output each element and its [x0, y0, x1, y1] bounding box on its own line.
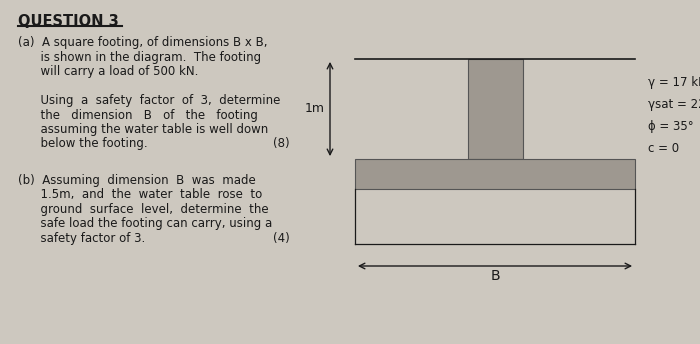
Text: (4): (4): [273, 232, 290, 245]
Text: (a)  A square footing, of dimensions B x B,: (a) A square footing, of dimensions B x …: [18, 36, 267, 49]
Text: assuming the water table is well down: assuming the water table is well down: [18, 123, 268, 136]
Text: (b)  Assuming  dimension  B  was  made: (b) Assuming dimension B was made: [18, 174, 255, 187]
Text: γsat = 22 kN/m³: γsat = 22 kN/m³: [648, 98, 700, 111]
Text: the   dimension   B   of   the   footing: the dimension B of the footing: [18, 108, 258, 121]
Text: will carry a load of 500 kN.: will carry a load of 500 kN.: [18, 65, 198, 78]
Text: Using  a  safety  factor  of  3,  determine: Using a safety factor of 3, determine: [18, 94, 281, 107]
Text: B: B: [490, 269, 500, 283]
Text: is shown in the diagram.  The footing: is shown in the diagram. The footing: [18, 51, 261, 64]
Text: below the footing.: below the footing.: [18, 138, 148, 151]
Text: γ = 17 kN/m³: γ = 17 kN/m³: [648, 76, 700, 89]
Text: QUESTION 3: QUESTION 3: [18, 14, 119, 29]
Bar: [468, 59, 522, 159]
Text: safety factor of 3.: safety factor of 3.: [18, 232, 146, 245]
Text: c = 0: c = 0: [648, 142, 679, 155]
Text: ground  surface  level,  determine  the: ground surface level, determine the: [18, 203, 269, 216]
Text: (8): (8): [274, 138, 290, 151]
Text: 1m: 1m: [305, 103, 325, 116]
Text: 1.5m,  and  the  water  table  rose  to: 1.5m, and the water table rose to: [18, 188, 262, 201]
Bar: [355, 159, 635, 189]
Text: safe load the footing can carry, using a: safe load the footing can carry, using a: [18, 217, 272, 230]
Text: ϕ = 35°: ϕ = 35°: [648, 120, 694, 133]
